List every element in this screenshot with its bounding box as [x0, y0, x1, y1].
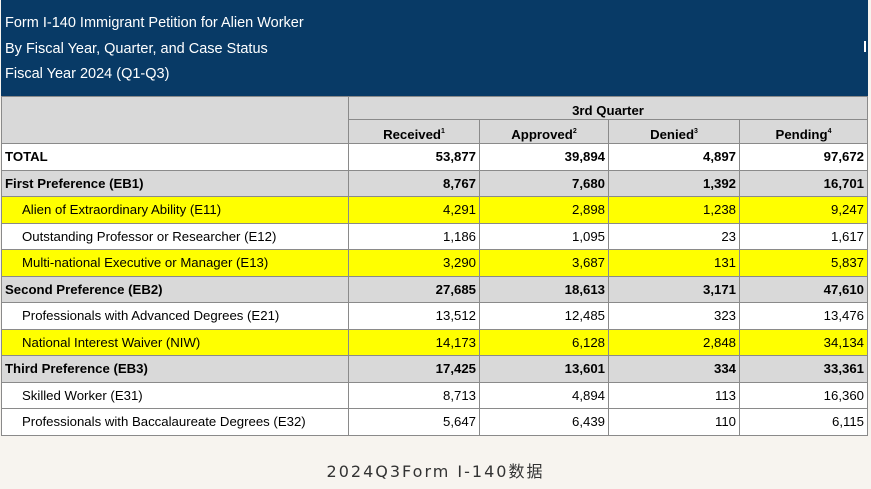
column-header-row: Received1 Approved2 Denied3 Pending4	[2, 119, 869, 144]
table-row: National Interest Waiver (NIW) 14,173 6,12…	[1, 328, 869, 356]
cell-value: 33,361	[738, 355, 869, 383]
cell-value: 4,291	[348, 196, 480, 224]
cell-value: 131	[608, 249, 740, 277]
image-caption: 2024Q3Form I-140数据	[326, 462, 545, 481]
column-header-approved: Approved2	[479, 119, 609, 144]
cell-value: 8,713	[348, 381, 480, 409]
row-label: National Interest Waiver (NIW)	[1, 328, 349, 356]
cell-value: 14,173	[348, 328, 480, 356]
cell-value: 113	[608, 381, 740, 409]
cell-value: 1,617	[738, 222, 869, 250]
report-subtitle: By Fiscal Year, Quarter, and Case Status	[5, 41, 268, 57]
column-header-denied: Denied3	[608, 119, 740, 144]
cell-value: 97,672	[738, 143, 869, 171]
cell-value: 1,392	[608, 169, 740, 197]
column-header-received: Received1	[348, 119, 480, 144]
cell-value: 13,512	[348, 302, 480, 330]
row-label: TOTAL	[1, 143, 349, 171]
cell-value: 23	[608, 222, 740, 250]
cell-value: 8,767	[348, 169, 480, 197]
cell-value: 34,134	[738, 328, 869, 356]
cell-value: 3,687	[479, 249, 609, 277]
row-label: Alien of Extraordinary Ability (E11)	[1, 196, 349, 224]
cell-value: 13,601	[479, 355, 609, 383]
table-row: Outstanding Professor or Researcher (E12…	[1, 222, 869, 250]
row-label: Professionals with Baccalaureate Degrees…	[1, 408, 349, 436]
cell-value: 2,848	[608, 328, 740, 356]
table-row: TOTAL 53,877 39,894 4,897 97,672	[1, 143, 869, 171]
cell-value: 18,613	[479, 275, 609, 303]
cell-value: 5,647	[348, 408, 480, 436]
row-label: Outstanding Professor or Researcher (E12…	[1, 222, 349, 250]
cell-value: 27,685	[348, 275, 480, 303]
cell-value: 47,610	[738, 275, 869, 303]
cell-value: 3,171	[608, 275, 740, 303]
row-label-header	[1, 96, 349, 144]
cell-value: 5,837	[738, 249, 869, 277]
cell-value: 16,701	[738, 169, 869, 197]
table-row: Second Preference (EB2) 27,685 18,613 3,171…	[1, 275, 869, 303]
group-header-row: 3rd Quarter	[1, 96, 869, 144]
cell-value: 1,095	[479, 222, 609, 250]
cell-value: 9,247	[738, 196, 869, 224]
table-row: Multi-national Executive or Manager (E13…	[1, 249, 869, 277]
table-row: Third Preference (EB3) 17,425 13,601 334 33,…	[1, 355, 869, 383]
table-row: First Preference (EB1) 8,767 7,680 1,392 16,…	[1, 169, 869, 197]
row-label: Third Preference (EB3)	[1, 355, 349, 383]
column-header-pending: Pending4	[738, 119, 869, 144]
table-row: Professionals with Advanced Degrees (E21…	[1, 302, 869, 330]
cell-value: 6,115	[738, 408, 869, 436]
row-label: Professionals with Advanced Degrees (E21…	[1, 302, 349, 330]
cell-value: 3,290	[348, 249, 480, 277]
table-row: Skilled Worker (E31) 8,713 4,894 113 16,360	[1, 381, 869, 409]
cell-value: 1,186	[348, 222, 480, 250]
table-row: Professionals with Baccalaureate Degrees…	[1, 408, 869, 436]
fiscal-year-label: Fiscal Year 2024 (Q1-Q3)	[5, 66, 170, 82]
cell-value: 53,877	[348, 143, 480, 171]
cell-value: 4,897	[608, 143, 740, 171]
row-label: Multi-national Executive or Manager (E13…	[1, 249, 349, 277]
cell-value: 16,360	[738, 381, 869, 409]
report-header: Form I-140 Immigrant Petition for Alien …	[1, 0, 868, 96]
quarter-header: 3rd Quarter	[347, 96, 869, 120]
cell-value: 6,128	[479, 328, 609, 356]
table-row: Alien of Extraordinary Ability (E11) 4,29…	[1, 196, 869, 224]
row-label: First Preference (EB1)	[1, 169, 349, 197]
cell-value: 13,476	[738, 302, 869, 330]
cell-value: 12,485	[479, 302, 609, 330]
cell-value: 39,894	[479, 143, 609, 171]
cell-value: 4,894	[479, 381, 609, 409]
report-title: Form I-140 Immigrant Petition for Alien …	[5, 15, 304, 31]
cell-value: 334	[608, 355, 740, 383]
cell-value: 2,898	[479, 196, 609, 224]
i140-statistics-table: 3rd Quarter Received1 Approved2 Denied3 …	[1, 96, 869, 436]
cell-value: 17,425	[348, 355, 480, 383]
cell-value: 7,680	[479, 169, 609, 197]
cell-value: 323	[608, 302, 740, 330]
header-edge-mark	[864, 41, 866, 52]
row-label: Second Preference (EB2)	[1, 275, 349, 303]
cell-value: 1,238	[608, 196, 740, 224]
cell-value: 110	[608, 408, 740, 436]
cell-value: 6,439	[479, 408, 609, 436]
row-label: Skilled Worker (E31)	[1, 381, 349, 409]
